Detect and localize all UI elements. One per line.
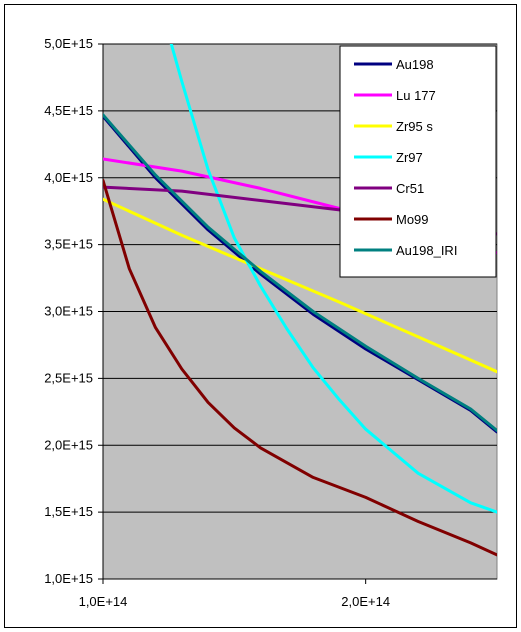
series-line-zr97 — [169, 44, 497, 514]
y-tick-label-2: 2,0E+15 — [44, 437, 93, 452]
legend-label-au198: Au198 — [396, 57, 434, 72]
y-tick-label-4: 3,0E+15 — [44, 304, 93, 319]
legend-label-mo99: Mo99 — [396, 212, 429, 227]
y-tick-label-0: 1,0E+15 — [44, 571, 93, 586]
legend-label-lu-177: Lu 177 — [396, 88, 436, 103]
legend-label-au198-iri: Au198_IRI — [396, 243, 457, 258]
x-tick-label-0: 1,0E+14 — [79, 594, 128, 609]
y-tick-label-1: 1,5E+15 — [44, 504, 93, 519]
y-tick-label-5: 3,5E+15 — [44, 237, 93, 252]
y-tick-label-7: 4,5E+15 — [44, 103, 93, 118]
series-line-zr95-s — [103, 197, 497, 374]
y-tick-label-3: 2,5E+15 — [44, 370, 93, 385]
series-line-mo99 — [103, 178, 497, 557]
axes: 1,0E+15 1,5E+15 2,0E+15 2,5E+15 3,0E+15 3,5E+… — [44, 36, 497, 609]
x-tick-label-1: 2,0E+14 — [341, 594, 390, 609]
legend-label-cr51: Cr51 — [396, 181, 424, 196]
legend-label-zr95-s: Zr95 s — [396, 119, 433, 134]
legend-box — [339, 45, 497, 278]
legend-label-zr97: Zr97 — [396, 150, 423, 165]
y-tick-label-8: 5,0E+15 — [44, 36, 93, 51]
series-line-au198-iri — [103, 113, 497, 432]
y-tick-label-6: 4,0E+15 — [44, 170, 93, 185]
legend: Au198 Lu 177 Zr95 s Zr97 Cr51 Mo99 Au198_IRI — [339, 45, 497, 278]
